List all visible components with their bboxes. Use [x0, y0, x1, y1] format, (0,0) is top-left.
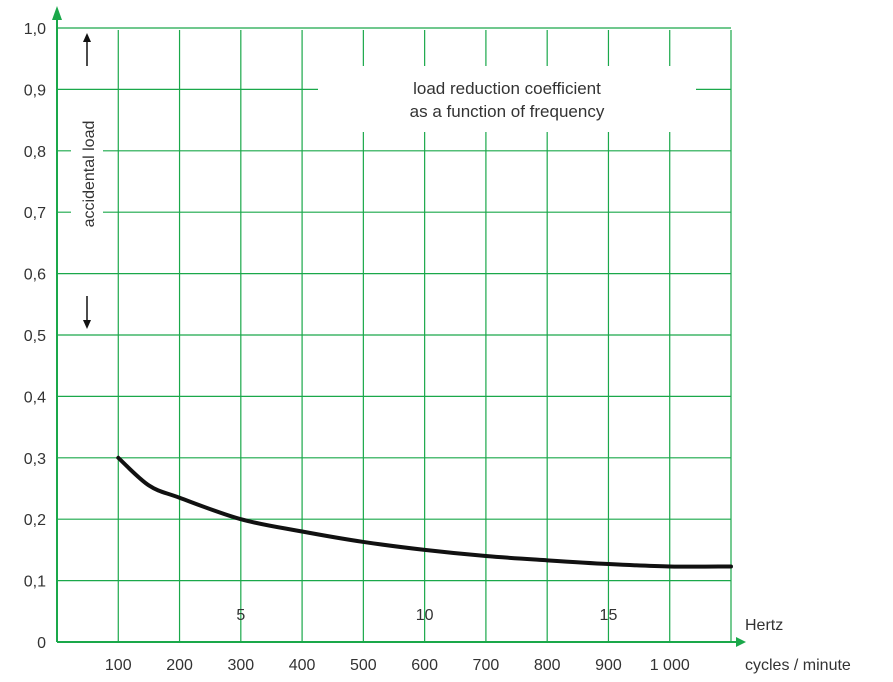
- y-tick-label: 0,9: [24, 82, 46, 99]
- y-tick-label: 0,8: [24, 144, 46, 161]
- y-tick-label: 0: [37, 635, 46, 652]
- hertz-unit-label: Hertz: [745, 617, 783, 634]
- x-axis-arrow: [736, 637, 746, 647]
- x-tick-label-cycles: 400: [289, 657, 316, 674]
- y-tick-label: 0,7: [24, 205, 46, 222]
- x-tick-label-hertz: 15: [600, 607, 618, 624]
- y-tick-label: 0,2: [24, 512, 46, 529]
- cycles-unit-label: cycles / minute: [745, 657, 851, 674]
- vertical-label-background: [71, 92, 103, 256]
- x-tick-label-cycles: 1 000: [650, 657, 690, 674]
- y-axis-arrow: [52, 6, 62, 20]
- x-tick-label-cycles: 900: [595, 657, 622, 674]
- y-tick-label: 1,0: [24, 21, 46, 38]
- up-arrow-icon: [83, 33, 91, 42]
- y-tick-label: 0,6: [24, 267, 46, 284]
- x-tick-label-cycles: 600: [411, 657, 438, 674]
- y-tick-label: 0,5: [24, 328, 46, 345]
- x-tick-label-cycles: 300: [227, 657, 254, 674]
- x-tick-label-cycles: 100: [105, 657, 132, 674]
- y-tick-label: 0,1: [24, 574, 46, 591]
- chart-title-line: load reduction coefficient: [413, 79, 601, 98]
- down-arrow-icon: [83, 320, 91, 329]
- x-tick-label-hertz: 5: [236, 607, 245, 624]
- x-tick-label-cycles: 700: [473, 657, 500, 674]
- grid: [57, 27, 732, 642]
- vertical-axis-label: accidental load: [81, 121, 98, 228]
- x-tick-label-cycles: 200: [166, 657, 193, 674]
- chart-title-line: as a function of frequency: [410, 102, 605, 121]
- data-series-line: [116, 455, 733, 569]
- y-tick-label: 0,4: [24, 389, 46, 406]
- x-tick-label-cycles: 500: [350, 657, 377, 674]
- x-tick-label-hertz: 10: [416, 607, 434, 624]
- y-tick-label: 0,3: [24, 451, 46, 468]
- title-background: [318, 66, 696, 132]
- x-tick-label-cycles: 800: [534, 657, 561, 674]
